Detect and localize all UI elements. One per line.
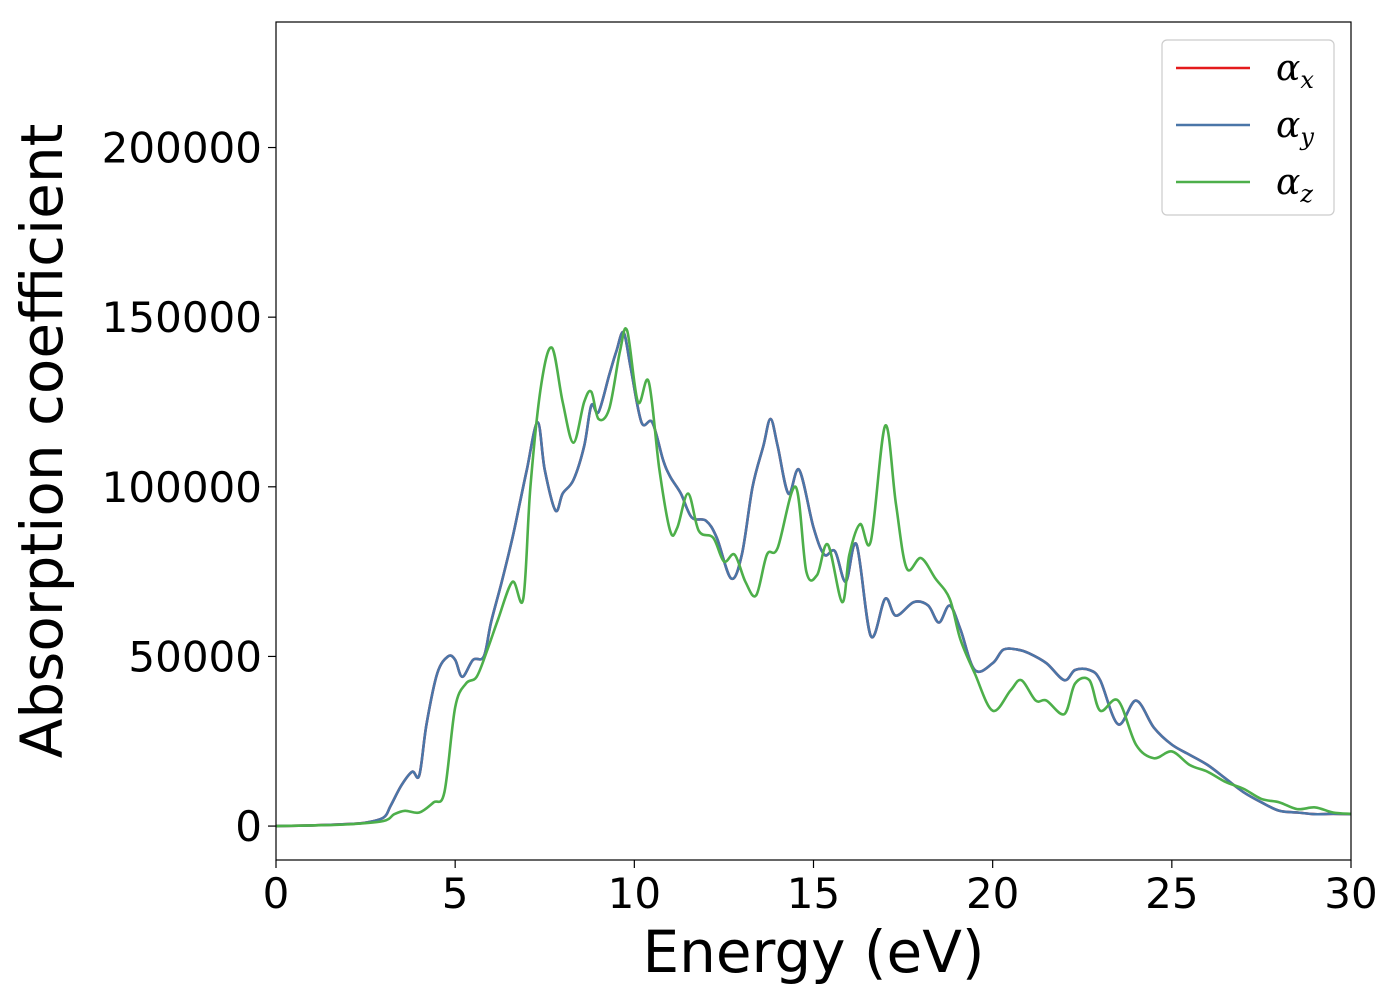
x-axis-ticks: 0 5 10 15 20 25 30 xyxy=(263,860,1378,918)
y-tick-label: 150000 xyxy=(102,293,262,342)
x-tick-label: 25 xyxy=(1145,869,1198,918)
series-line-y xyxy=(276,330,1351,828)
plot-frame xyxy=(275,21,1352,861)
y-tick-label: 100000 xyxy=(102,463,262,512)
x-tick-label: 15 xyxy=(787,869,840,918)
series-layer xyxy=(276,327,1351,828)
legend-entry-y: αy xyxy=(1276,105,1314,151)
x-tick-label: 10 xyxy=(608,869,661,918)
x-tick-label: 20 xyxy=(966,869,1019,918)
series-line-z xyxy=(276,327,1351,828)
x-axis-label: Energy (eV) xyxy=(642,918,984,986)
legend-box xyxy=(1161,39,1335,216)
x-tick-label: 30 xyxy=(1324,869,1377,918)
x-tick-label: 5 xyxy=(442,869,469,918)
legend-entry-x: αx xyxy=(1276,48,1314,94)
y-axis-ticks: 0 50000 100000 150000 200000 xyxy=(102,124,276,851)
y-tick-label: 200000 xyxy=(102,124,262,173)
y-tick-label: 50000 xyxy=(128,632,262,681)
legend-entry-z: αz xyxy=(1276,162,1313,208)
legend: αx αy αz xyxy=(1161,39,1335,216)
x-tick-label: 0 xyxy=(263,869,290,918)
y-tick-label: 0 xyxy=(235,802,262,851)
y-axis-label: Absorption coefficient xyxy=(8,124,76,759)
